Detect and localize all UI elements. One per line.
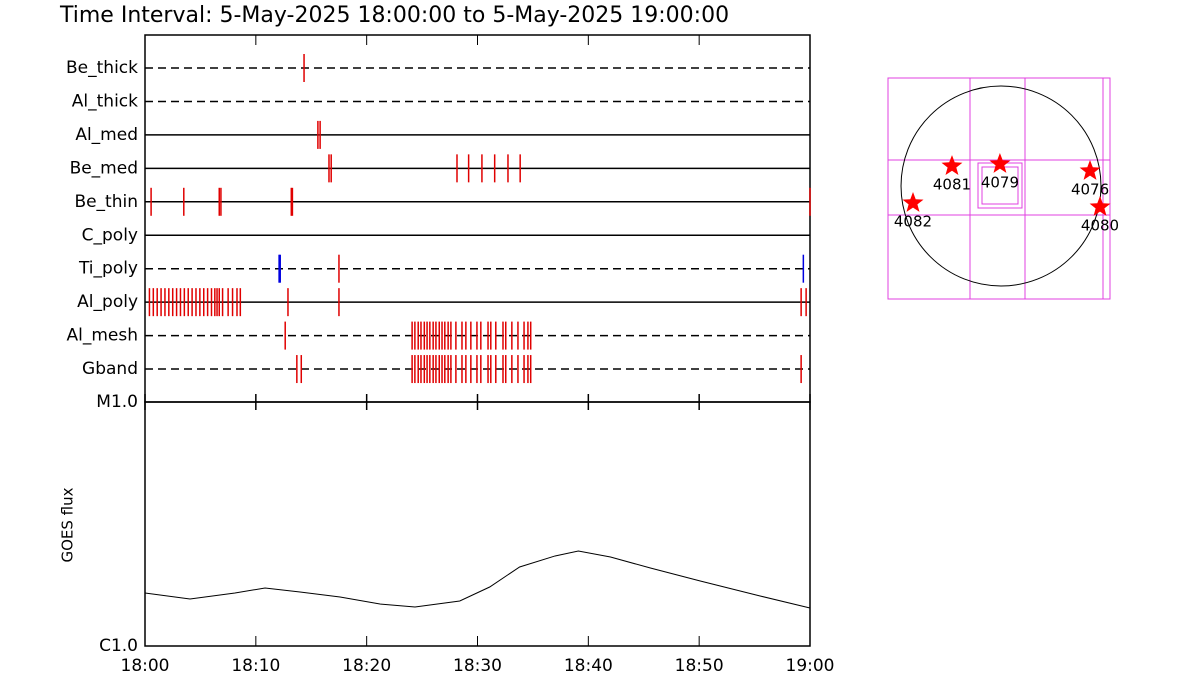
row-label: C_poly (82, 225, 138, 245)
row-label: Ti_poly (78, 259, 138, 279)
x-tick-label: 18:00 (121, 656, 170, 676)
region-marker (902, 192, 924, 212)
region-label: 4076 (1071, 180, 1109, 198)
y-tick-label: M1.0 (96, 392, 138, 412)
region-marker (941, 155, 963, 175)
region-marker (1079, 160, 1101, 180)
region-marker (989, 153, 1011, 173)
row-label: Be_thin (74, 192, 138, 212)
x-tick-label: 18:50 (675, 656, 724, 676)
region-label: 4079 (981, 173, 1019, 191)
row-label: Al_poly (77, 292, 138, 312)
goes-line (144, 550, 811, 609)
region-marker (1089, 196, 1111, 216)
row-label: Gband (82, 359, 138, 379)
solar-disk (900, 85, 1102, 287)
row-label: Al_thick (72, 91, 138, 111)
goes-frame (144, 401, 811, 647)
region-label: 4080 (1081, 217, 1119, 235)
row-label: Al_mesh (66, 326, 138, 346)
x-tick-label: 18:20 (342, 656, 391, 676)
x-tick-label: 19:00 (786, 656, 835, 676)
y-axis-label: GOES flux (59, 487, 77, 562)
region-label: 4082 (894, 213, 932, 231)
x-tick-label: 18:40 (564, 656, 613, 676)
chart-title: Time Interval: 5-May-2025 18:00:00 to 5-… (59, 3, 729, 28)
row-label: Be_med (70, 158, 138, 178)
x-tick-label: 18:30 (453, 656, 502, 676)
x-tick-label: 18:10 (231, 656, 280, 676)
row-label: Be_thick (66, 58, 138, 78)
row-label: Al_med (75, 125, 138, 145)
region-label: 4081 (933, 176, 971, 194)
map-frame (887, 77, 1111, 300)
y-tick-label: C1.0 (99, 636, 138, 656)
